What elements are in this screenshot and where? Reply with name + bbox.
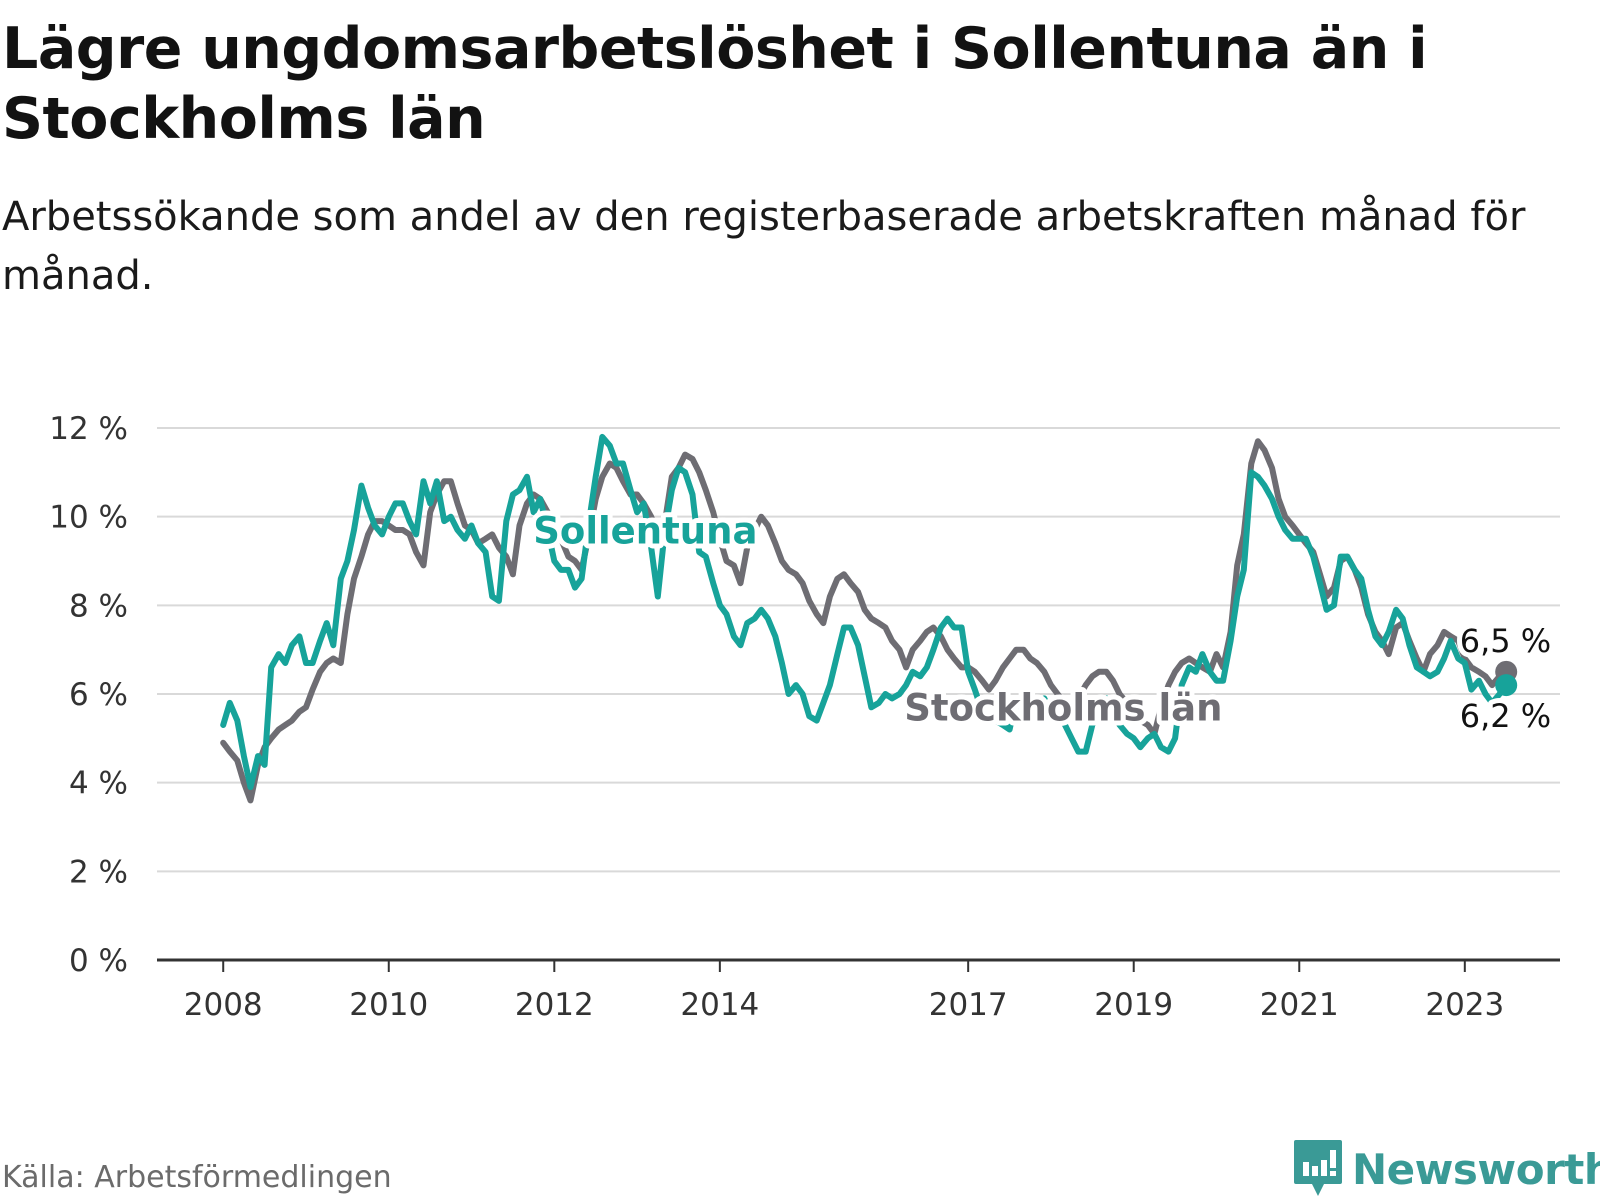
y-tick-label: 2 % (69, 854, 128, 890)
line-chart: 0 % 2 % 4 % 6 % 8 % 10 % 12 % 2008 2010 2012 2014… (49, 411, 1560, 1023)
x-tick-label: 2012 (515, 987, 594, 1023)
series-label-stockholm: Stockholms län (904, 687, 1222, 730)
end-value-label-sollentuna: 6,2 % (1460, 697, 1551, 735)
series-end-marker (1495, 674, 1518, 697)
y-tick-label: 8 % (69, 588, 128, 624)
x-axis: 2008 2010 2012 2014 2017 2019 2021 2023 (157, 958, 1560, 1023)
brand-logo[interactable]: Newsworthy (1292, 1138, 1600, 1200)
chart-title: Lägre ungdomsarbetslöshet i Sollentuna ä… (2, 16, 1428, 152)
newsworthy-logo-icon (1294, 1140, 1342, 1196)
series-lines (220, 433, 1518, 804)
y-axis-ticks: 0 % 2 % 4 % 6 % 8 % 10 % 12 % (49, 411, 128, 979)
chart-subtitle: Arbetssökande som andel av den registerb… (2, 194, 1526, 299)
y-tick-label: 0 % (69, 943, 128, 979)
y-tick-label: 12 % (49, 411, 128, 447)
x-tick-label: 2021 (1260, 987, 1339, 1023)
x-tick-label: 2017 (929, 987, 1008, 1023)
end-value-label-stockholm: 6,5 % (1460, 622, 1551, 660)
series-labels: Sollentuna Stockholms län 6,5 % 6,2 % (528, 504, 1556, 740)
x-tick-label: 2010 (349, 987, 428, 1023)
source-note: Källa: Arbetsförmedlingen (2, 1160, 392, 1195)
y-tick-label: 6 % (69, 677, 128, 713)
series-label-sollentuna: Sollentuna (533, 509, 757, 552)
series-line-stockholms-ln (220, 438, 1510, 804)
series-line-sollentuna (220, 433, 1510, 791)
y-tick-label: 10 % (49, 500, 128, 536)
x-tick-label: 2019 (1094, 987, 1173, 1023)
y-tick-label: 4 % (69, 766, 128, 802)
x-tick-label: 2014 (680, 987, 759, 1023)
x-tick-label: 2008 (184, 987, 263, 1023)
x-tick-label: 2023 (1425, 987, 1504, 1023)
brand-name: Newsworthy (1352, 1144, 1600, 1194)
